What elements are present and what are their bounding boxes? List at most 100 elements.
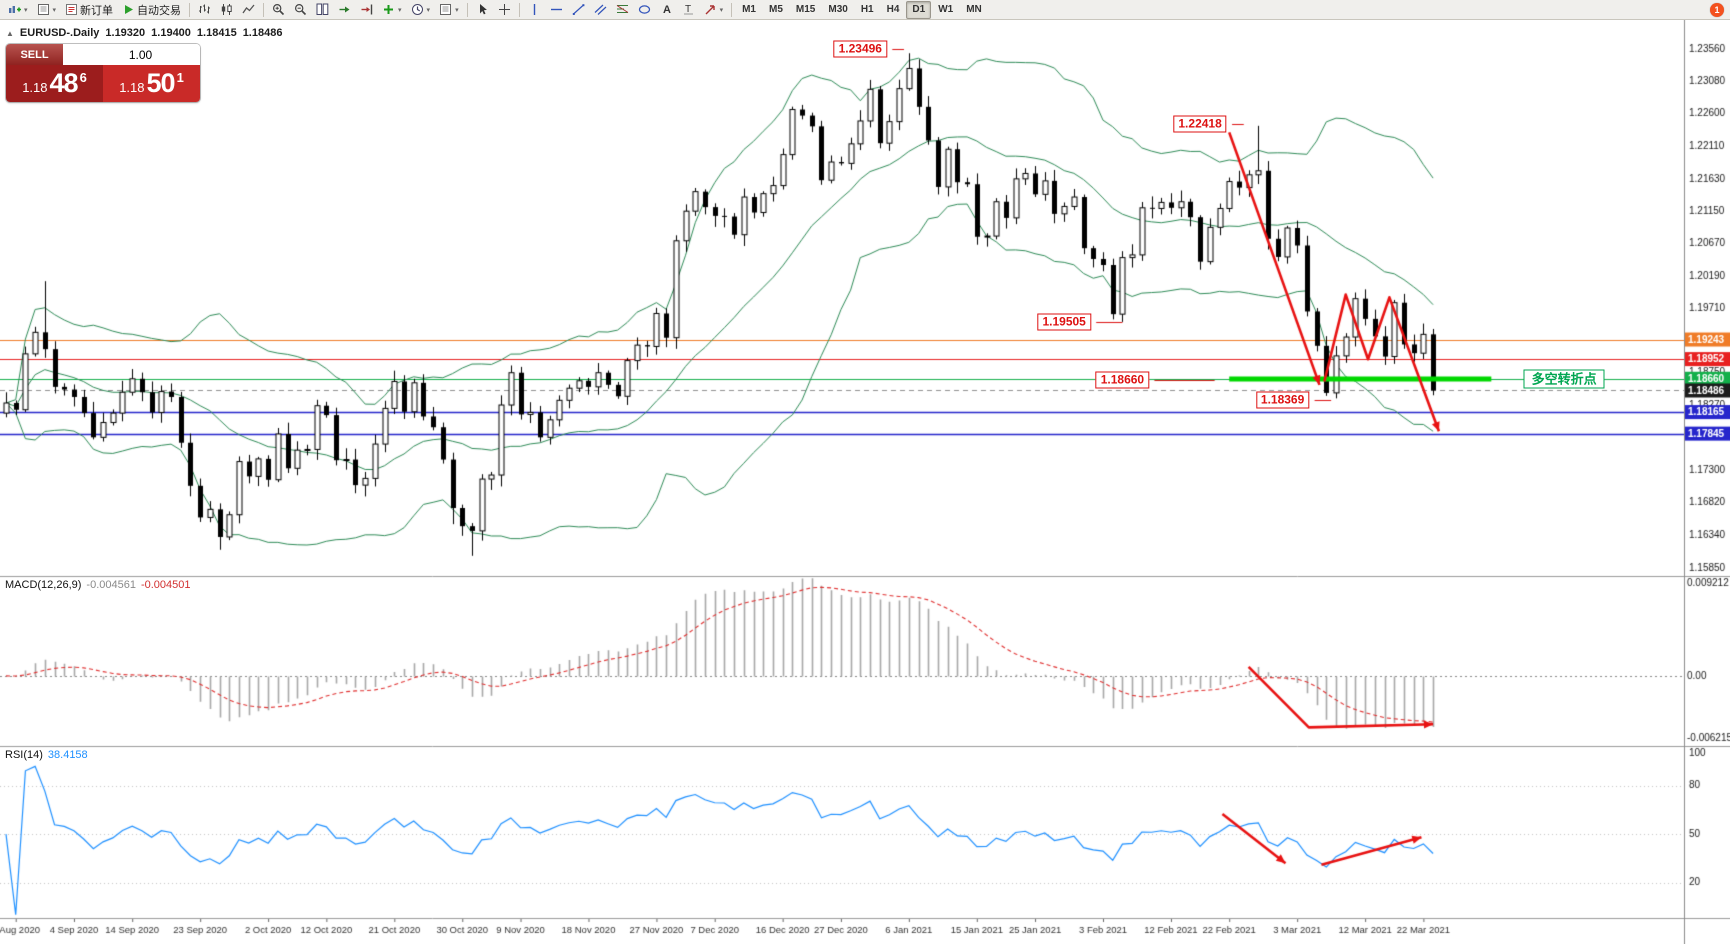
timeframe-button-m15[interactable]: M15: [795, 4, 816, 15]
text-label-button[interactable]: T: [678, 1, 699, 19]
profiles-button[interactable]: ▾: [33, 1, 61, 19]
trendline-icon: [572, 3, 585, 16]
sell-price-display[interactable]: 1.18 48 6: [6, 65, 103, 102]
price-label[interactable]: 1.18660: [1095, 371, 1150, 389]
dropdown-arrow-icon[interactable]: ▾: [398, 6, 402, 14]
indicators-button[interactable]: ▾: [378, 1, 406, 19]
chart-shift-button[interactable]: [356, 1, 377, 19]
timeframe-button-d1[interactable]: D1: [906, 0, 932, 19]
dropdown-arrow-icon[interactable]: ▾: [52, 6, 57, 14]
chart-objects-overlay: 1.23496 1.22418 1.19505 1.18660 1.18369 多空转折点: [0, 20, 1730, 944]
price-label[interactable]: 1.18369: [1255, 391, 1310, 409]
ohlc-low: 1.18415: [196, 27, 237, 39]
bars-icon: [198, 3, 211, 16]
new-order-button[interactable]: 新订单: [61, 1, 117, 19]
new-order-button-label: 新订单: [80, 4, 114, 17]
crosshair-button[interactable]: [494, 1, 515, 19]
horizontal-line-button[interactable]: [546, 1, 567, 19]
dropdown-arrow-icon[interactable]: ▾: [426, 6, 431, 14]
svg-text:T: T: [685, 4, 691, 15]
text-icon: A: [660, 3, 673, 16]
candles-icon: [220, 3, 233, 16]
toolbar-separator: [731, 2, 733, 17]
dropdown-arrow-icon[interactable]: ▾: [24, 6, 28, 14]
periods-button[interactable]: ▾: [407, 1, 435, 19]
play-icon: [122, 3, 135, 16]
fibonacci-button[interactable]: [612, 1, 633, 19]
toolbar-separator: [189, 2, 191, 17]
timeframe-button-m5[interactable]: M5: [769, 4, 783, 15]
label-icon: T: [682, 3, 695, 16]
vertical-line-button[interactable]: [524, 1, 545, 19]
templates-button[interactable]: ▾: [435, 1, 463, 19]
price-label[interactable]: 1.22418: [1173, 115, 1227, 133]
zoomin-icon: [272, 3, 285, 16]
dropdown-arrow-icon[interactable]: ▾: [719, 6, 724, 14]
auto-scroll-button[interactable]: [334, 1, 355, 19]
sell-price-big: 48: [49, 68, 79, 98]
volume-input[interactable]: [63, 44, 200, 65]
symbol-header: ▲ EURUSD-.Daily 1.19320 1.19400 1.18415 …: [6, 27, 282, 39]
timeframe-button-h4[interactable]: H4: [886, 4, 900, 15]
macd-signal-value: -0.004501: [140, 579, 191, 591]
sell-button[interactable]: SELL: [6, 44, 63, 65]
zoom-out-button[interactable]: [290, 1, 311, 19]
toolbar-separator: [466, 2, 468, 17]
order-icon: [65, 3, 78, 16]
ohlc-close: 1.18486: [242, 27, 283, 39]
price-chart-canvas[interactable]: [0, 20, 1730, 944]
turning-point-label[interactable]: 多空转折点: [1523, 369, 1605, 389]
shapes-button[interactable]: [634, 1, 655, 19]
volume-field: ▲ ▼: [63, 44, 200, 65]
tile-icon: [316, 3, 329, 16]
one-click-trading-panel: SELL ▲ ▼ BUY 1.18 48 6 1.18: [6, 44, 200, 102]
buy-price-sup: 1: [176, 70, 184, 85]
clock-icon: [411, 3, 424, 16]
buy-price-big: 50: [146, 68, 176, 98]
buy-price-display[interactable]: 1.18 50 1: [103, 65, 200, 102]
text-button[interactable]: A: [656, 1, 677, 19]
chartplus-icon: [8, 3, 21, 16]
crosshair-icon: [498, 3, 511, 16]
cursor-button[interactable]: [472, 1, 493, 19]
zoomout-icon: [294, 3, 307, 16]
autotrading-button-label: 自动交易: [137, 4, 182, 17]
channel-icon: [594, 3, 607, 16]
shapes-icon: [638, 3, 651, 16]
timeframe-button-mn[interactable]: MN: [966, 4, 982, 15]
zoom-in-button[interactable]: [268, 1, 289, 19]
main-toolbar: ▾ ▾ 新订单 自动交易 ▾ ▾ ▾ A T ▾ M1 M5 M15 M30 H1 H4 D1 W1 MN 1: [0, 0, 1730, 20]
rsi-name: RSI(14): [5, 749, 43, 761]
timeframe-button-m30[interactable]: M30: [828, 4, 848, 15]
timeframe-button-m1[interactable]: M1: [742, 4, 756, 15]
ohlc-open: 1.19320: [105, 27, 146, 39]
rsi-value: 38.4158: [47, 749, 88, 761]
toolbar-separator: [263, 2, 265, 17]
template-icon: [439, 3, 452, 16]
symbol-name: EURUSD-.Daily: [19, 27, 100, 39]
candlestick-chart-button[interactable]: [216, 1, 237, 19]
channel-button[interactable]: [590, 1, 611, 19]
new-chart-button[interactable]: ▾: [4, 1, 32, 19]
price-label[interactable]: 1.19505: [1037, 313, 1091, 331]
toolbar-separator: [518, 2, 520, 17]
trendline-button[interactable]: [568, 1, 589, 19]
macd-name: MACD(12,26,9): [5, 579, 82, 591]
arrows-button[interactable]: ▾: [700, 1, 728, 19]
dropdown-arrow-icon[interactable]: ▾: [455, 6, 459, 14]
timeframe-button-w1[interactable]: W1: [938, 4, 954, 15]
autoscroll-icon: [338, 3, 351, 16]
timeframe-button-h1[interactable]: H1: [860, 4, 874, 15]
template-icon: [37, 3, 50, 16]
notification-badge[interactable]: 1: [1710, 3, 1724, 17]
tile-windows-button[interactable]: [312, 1, 333, 19]
vline-icon: [528, 3, 541, 16]
autotrading-button[interactable]: 自动交易: [118, 1, 185, 19]
arrowobj-icon: [704, 3, 717, 16]
line-chart-button[interactable]: [238, 1, 259, 19]
chart-window[interactable]: ▲ EURUSD-.Daily 1.19320 1.19400 1.18415 …: [0, 20, 1730, 944]
indicators-icon: [382, 3, 395, 16]
shift-icon: [360, 3, 373, 16]
price-label[interactable]: 1.23496: [833, 40, 887, 58]
bar-chart-button[interactable]: [194, 1, 215, 19]
